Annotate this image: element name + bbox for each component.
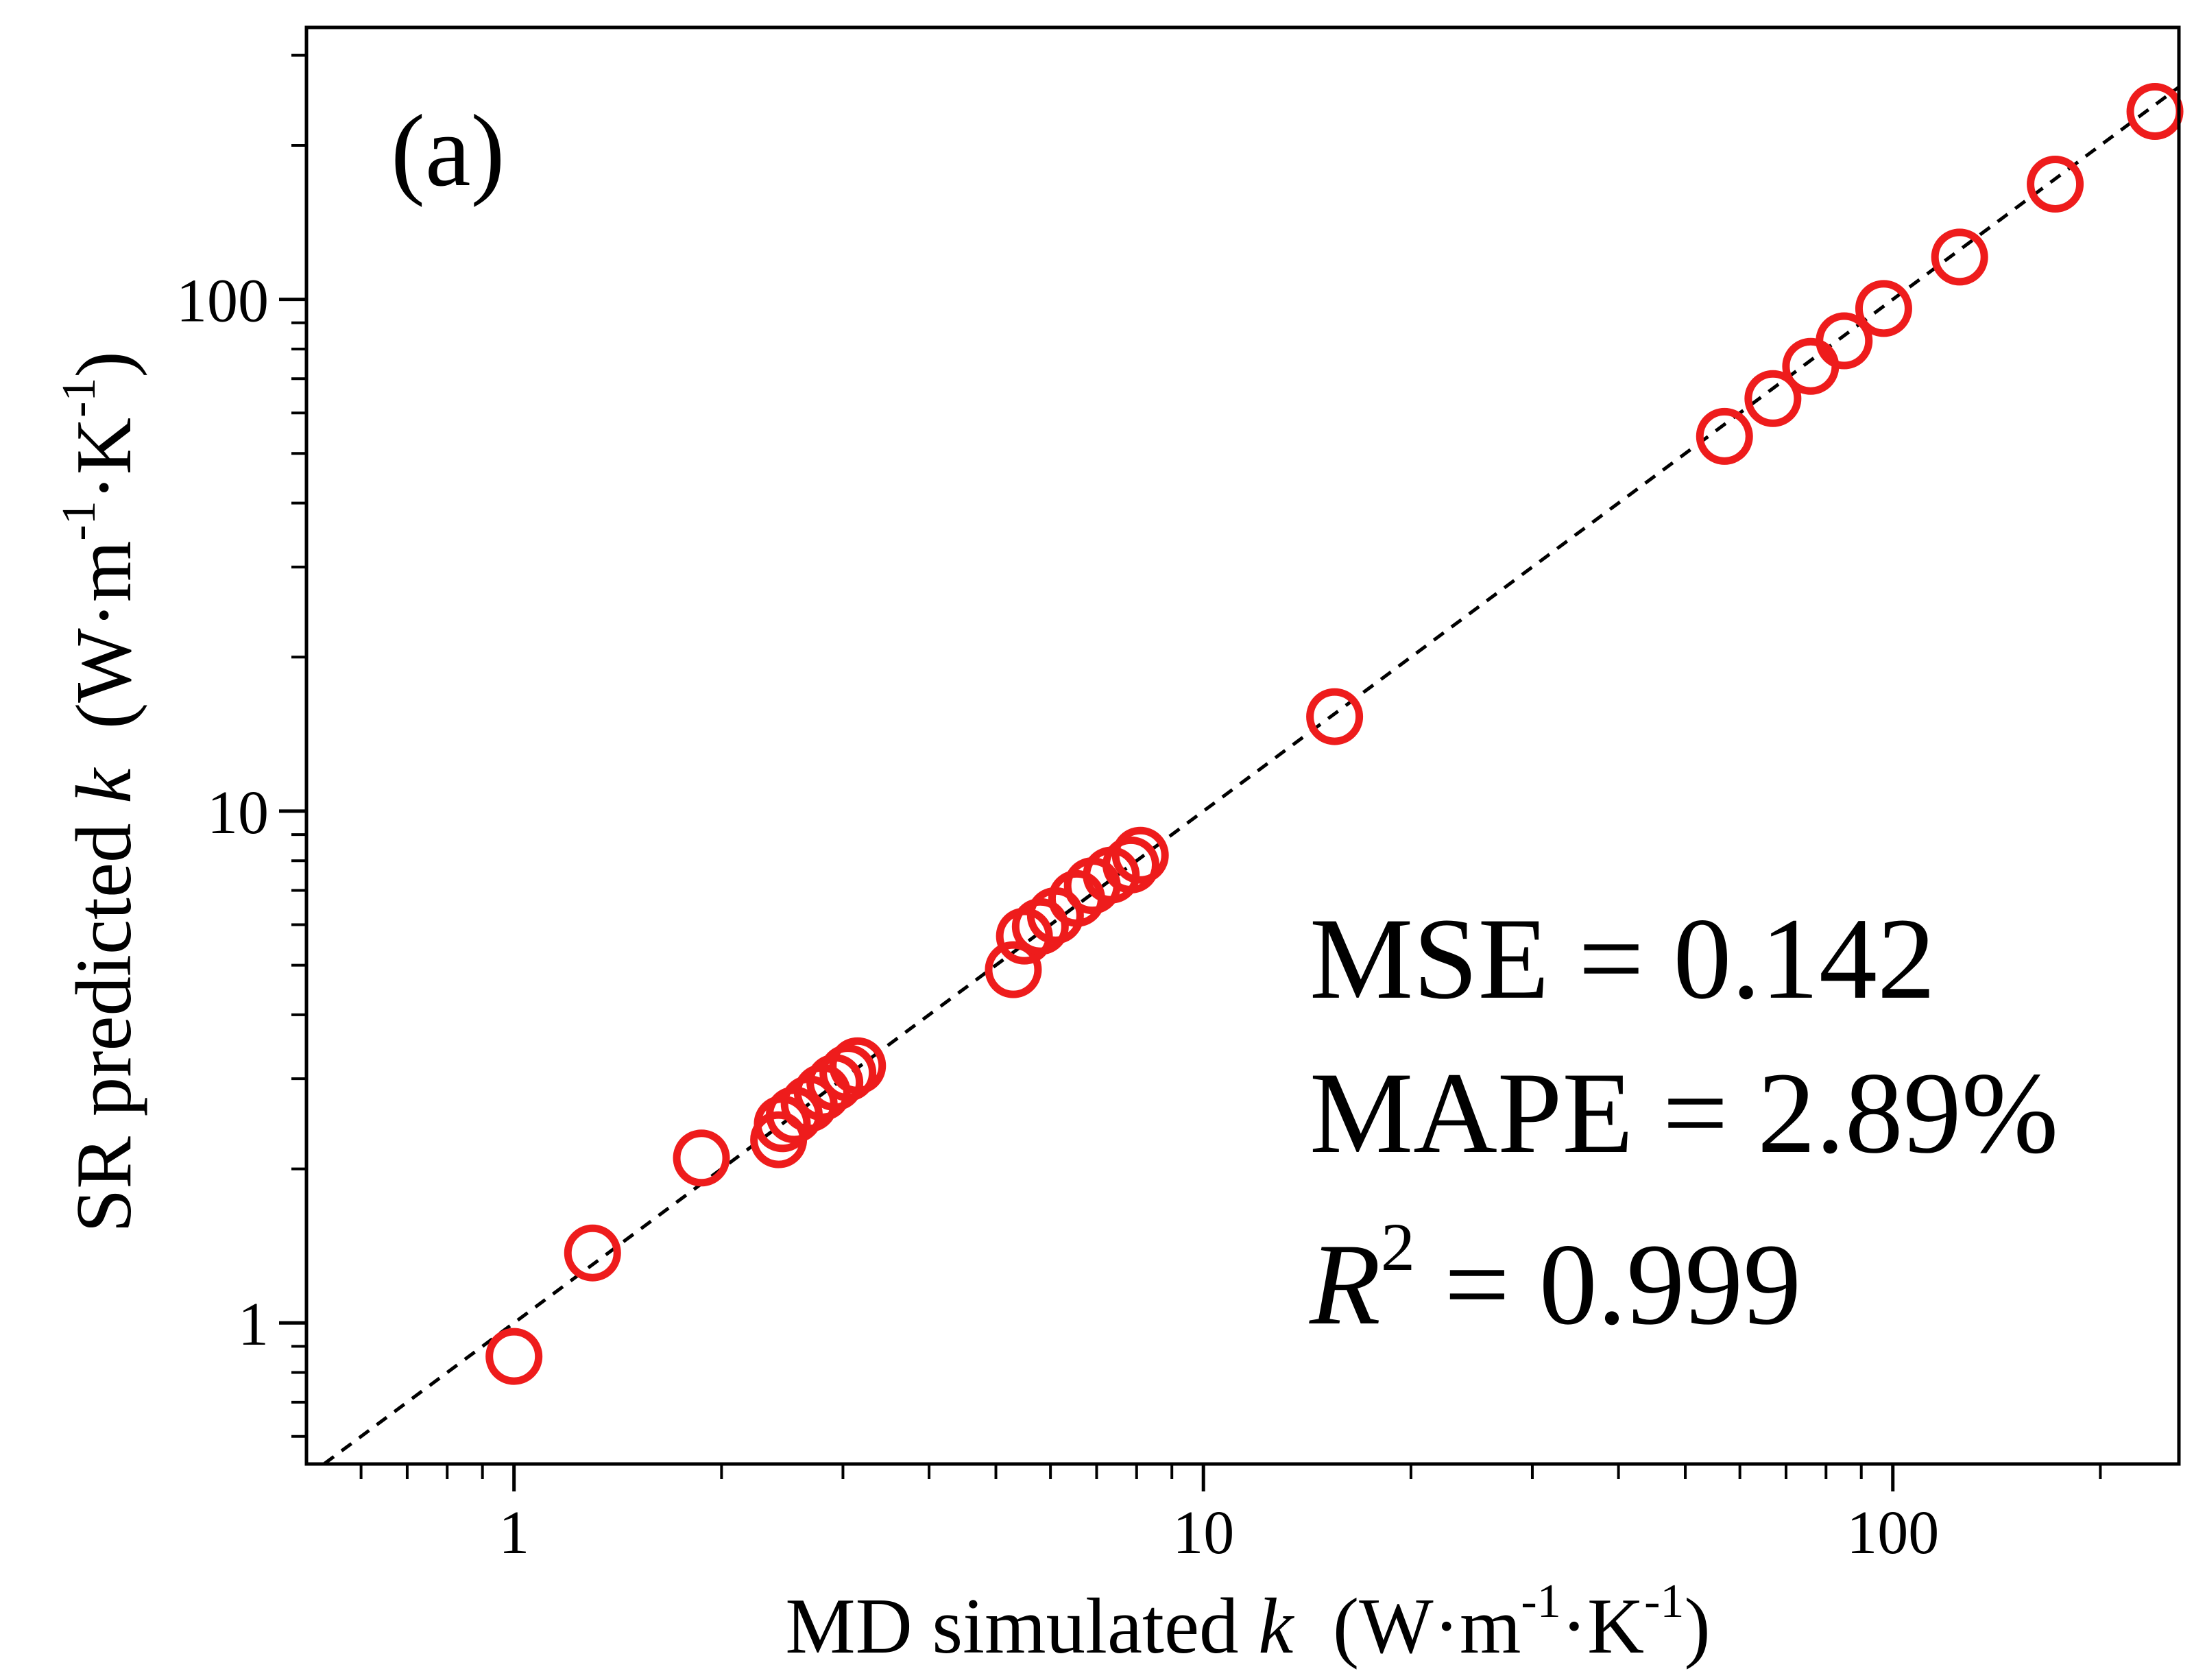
x-tick-label: 10 xyxy=(1172,1499,1234,1567)
mape-annotation: MAPE = 2.89% xyxy=(1310,1048,2058,1177)
minor-ticks xyxy=(291,53,2102,1479)
data-point xyxy=(985,941,1042,998)
data-points xyxy=(485,82,2184,1385)
reference-line xyxy=(322,85,2180,1466)
data-point xyxy=(1855,280,1912,337)
data-point xyxy=(1931,228,1988,286)
r2-annotation: R2 = 0.999 xyxy=(1309,1209,1801,1349)
data-point xyxy=(1816,312,1873,370)
x-tick-label: 1 xyxy=(498,1499,529,1567)
x-axis-label: MD simulated k (W·m-1·K-1) xyxy=(785,1575,1710,1670)
data-point xyxy=(819,1044,877,1102)
mse-annotation: MSE = 0.142 xyxy=(1310,894,1936,1023)
data-point xyxy=(1102,836,1160,893)
major-ticks xyxy=(279,298,1895,1491)
y-tick-label: 1 xyxy=(238,1291,269,1358)
panel-label: (a) xyxy=(391,94,505,208)
y-axis-label: SR predicted k (W·m-1·K-1) xyxy=(53,351,147,1232)
data-point xyxy=(829,1037,887,1094)
plot-frame xyxy=(304,25,2181,1466)
data-point xyxy=(1011,898,1069,955)
y-tick-label: 10 xyxy=(207,779,269,847)
data-point xyxy=(485,1328,543,1385)
data-point xyxy=(1111,826,1169,884)
x-tick-label: 100 xyxy=(1846,1499,1939,1567)
data-point xyxy=(2027,155,2084,213)
data-point xyxy=(2126,82,2184,140)
data-point xyxy=(1744,370,1802,427)
data-point xyxy=(673,1129,730,1187)
data-point xyxy=(564,1224,621,1282)
data-point xyxy=(1782,337,1840,395)
data-point xyxy=(1306,688,1364,745)
y-tick-labels: 1 10 100 xyxy=(176,267,269,1359)
y-tick-label: 100 xyxy=(176,267,269,335)
data-point xyxy=(1696,407,1753,465)
x-tick-labels: 1 10 100 xyxy=(498,1499,1939,1567)
